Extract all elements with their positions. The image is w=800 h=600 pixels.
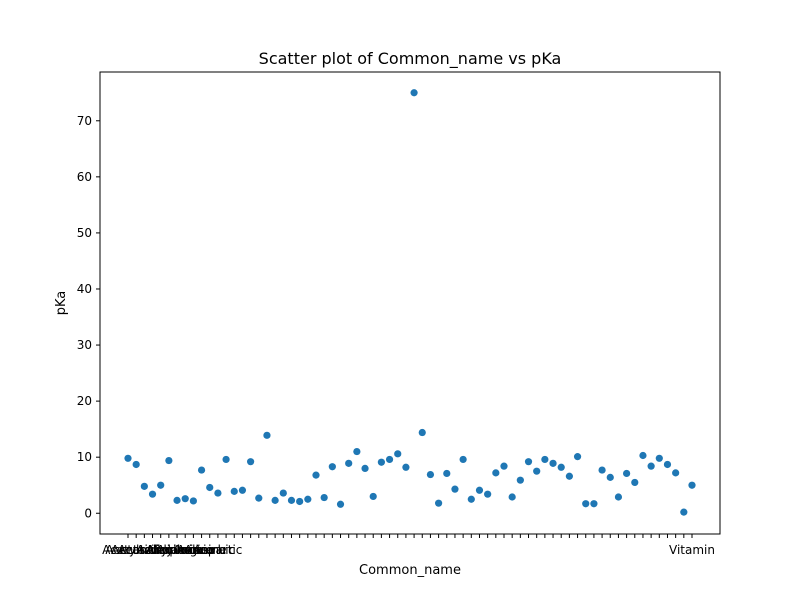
data-point (140, 482, 148, 490)
data-point (631, 478, 639, 487)
data-point (124, 454, 132, 462)
y-tick-label: 30 (77, 338, 92, 352)
data-point (410, 89, 418, 97)
data-point (459, 455, 467, 464)
chart-title: Scatter plot of Common_name vs pKa (259, 49, 562, 69)
data-point (402, 463, 410, 471)
data-point (672, 469, 680, 477)
x-tick-label: Allylamine (146, 543, 209, 557)
data-point (565, 472, 573, 480)
data-point (655, 454, 663, 462)
data-point (148, 490, 157, 498)
x-tick-label: Alanine (146, 543, 191, 557)
data-point (353, 447, 361, 456)
data-point (492, 469, 500, 477)
data-point (590, 500, 598, 508)
data-point (197, 466, 206, 474)
data-point (467, 495, 475, 503)
data-point (377, 458, 385, 466)
x-tick-label: Acetaminophen (105, 543, 199, 557)
data-point (312, 471, 320, 479)
y-axis: 0 10 20 30 40 50 60 70 (77, 114, 100, 520)
data-point (557, 463, 565, 471)
data-point (263, 431, 271, 439)
plot-area (99, 71, 721, 535)
data-point (304, 495, 312, 503)
data-point (549, 459, 557, 467)
data-point (582, 500, 590, 508)
x-tick-label: Ascorbic (184, 543, 235, 557)
data-point (189, 497, 197, 505)
data-point (475, 486, 484, 494)
data-point (451, 485, 459, 493)
y-tick-label: 20 (77, 394, 92, 408)
x-tick-label: Arginine (177, 543, 227, 557)
data-point (247, 458, 255, 466)
data-point (598, 466, 606, 474)
data-point (238, 486, 247, 494)
data-point (484, 490, 492, 498)
y-tick-label: 10 (77, 450, 92, 464)
data-point (524, 458, 533, 466)
data-point (508, 493, 516, 501)
data-point (385, 455, 394, 464)
y-tick-label: 40 (77, 282, 92, 296)
x-axis-label: Common_name (359, 563, 461, 578)
data-point (541, 455, 549, 464)
data-point (606, 473, 614, 481)
data-point (394, 450, 402, 458)
y-tick-label: 50 (77, 226, 92, 240)
data-point (426, 470, 435, 479)
data-point (255, 494, 263, 502)
data-point (230, 487, 238, 495)
data-point (688, 481, 696, 489)
data-point (443, 469, 451, 478)
data-point (680, 508, 688, 516)
x-tick-label: Acetic (118, 543, 155, 557)
data-point (320, 493, 328, 502)
x-tick-label: Aniline (173, 543, 214, 557)
data-point (369, 492, 377, 501)
data-point (516, 476, 524, 484)
data-point (533, 467, 541, 475)
y-tick-label: 0 (84, 506, 92, 520)
x-axis: AcetaAceticAcetylsalicylicAcetaminophenA… (102, 534, 715, 557)
data-point (614, 493, 623, 501)
data-point (328, 463, 336, 471)
x-tick-label: Aspartic (193, 543, 242, 557)
data-point (663, 460, 672, 469)
data-point (500, 462, 508, 470)
y-tick-label: 70 (77, 114, 92, 128)
data-point (361, 464, 369, 473)
x-tick-label: Aceta (111, 543, 145, 557)
data-point (336, 500, 345, 508)
data-point (132, 460, 140, 469)
data-point (623, 469, 631, 478)
data-point (214, 489, 222, 497)
data-point (279, 489, 287, 497)
data-point (418, 428, 426, 437)
data-point (287, 496, 296, 504)
data-point (206, 483, 214, 492)
y-tick-label: 60 (77, 170, 92, 184)
x-tick-label: Acridine (136, 543, 185, 557)
data-point (173, 496, 181, 504)
x-tick-label: Ammonia (157, 543, 214, 557)
y-axis-label: pKa (54, 291, 69, 316)
data-point (296, 497, 304, 506)
data-point (165, 456, 173, 465)
data-points (124, 89, 696, 516)
x-tick-label: Acetylsalicylic (102, 543, 186, 557)
data-point (639, 451, 647, 460)
data-point (222, 455, 230, 464)
data-point (271, 496, 279, 504)
data-point (435, 499, 443, 507)
x-tick-label: Vitamin (669, 543, 715, 557)
data-point (573, 453, 582, 461)
data-point (647, 462, 655, 470)
data-point (181, 495, 189, 503)
data-point (345, 459, 353, 467)
data-point (157, 481, 165, 489)
